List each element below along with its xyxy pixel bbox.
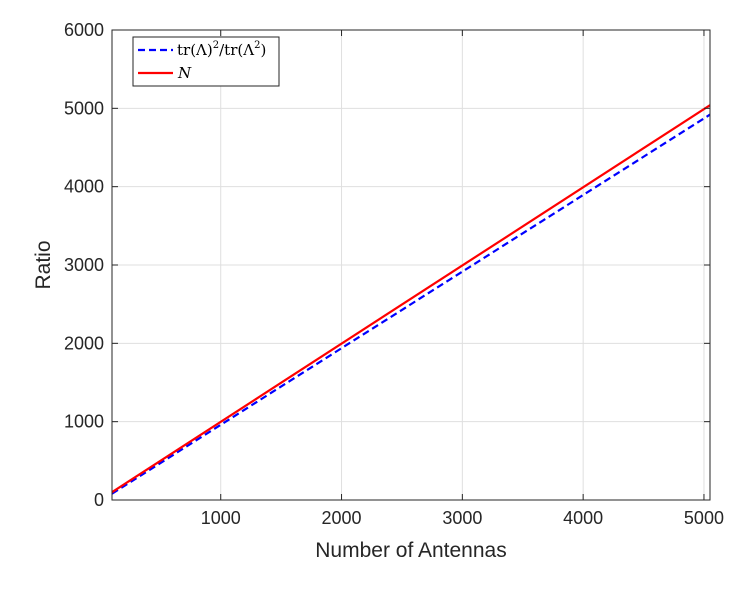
- y-tick-label: 4000: [64, 177, 104, 197]
- legend-box: [132, 36, 280, 87]
- y-tick-labels: 0 1000 2000 3000 4000 5000 6000: [64, 20, 104, 510]
- legend-ratio-part-1: tr(Λ): [177, 41, 213, 59]
- series-line-n: [111, 104, 711, 494]
- y-tick-label: 6000: [64, 20, 104, 40]
- x-tick-label: 1000: [201, 508, 241, 528]
- legend: tr(Λ)2/tr(Λ2) N: [132, 36, 280, 87]
- legend-entry-ratio: tr(Λ)2/tr(Λ2): [177, 40, 266, 59]
- series-line-ratio: [111, 113, 711, 495]
- y-tick-label: 3000: [64, 255, 104, 275]
- legend-ratio-part-3: ): [260, 41, 266, 59]
- x-tick-label: 5000: [684, 508, 724, 528]
- legend-entry-n: N: [177, 64, 192, 82]
- legend-ratio-sup-2: 2: [254, 40, 260, 51]
- x-tick-label: 4000: [563, 508, 603, 528]
- y-tick-label: 1000: [64, 412, 104, 432]
- x-tick-labels: 1000 2000 3000 4000 5000: [201, 508, 724, 528]
- x-tick-label: 2000: [322, 508, 362, 528]
- y-tick-label: 2000: [64, 333, 104, 353]
- y-tick-label: 5000: [64, 98, 104, 118]
- x-axis-label: Number of Antennas: [315, 539, 506, 562]
- y-tick-label: 0: [94, 490, 104, 510]
- y-axis-label: Ratio: [32, 240, 55, 289]
- legend-ratio-part-2: /tr(Λ: [219, 41, 254, 59]
- legend-ratio-sup-1: 2: [213, 40, 219, 51]
- axis-ticks: [112, 29, 710, 501]
- x-tick-label: 3000: [442, 508, 482, 528]
- series-lines: [111, 104, 711, 495]
